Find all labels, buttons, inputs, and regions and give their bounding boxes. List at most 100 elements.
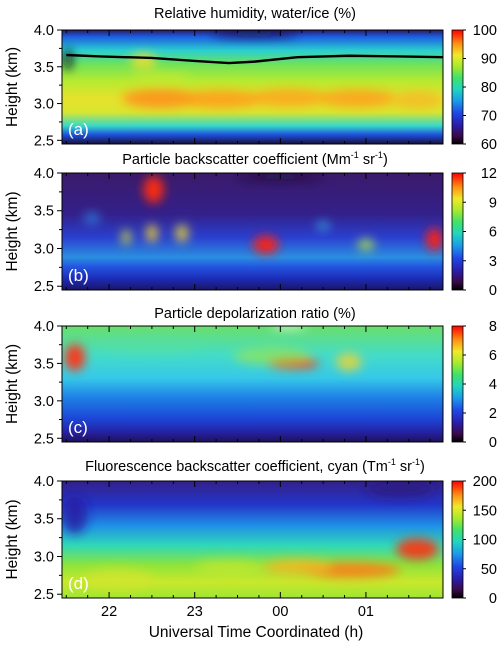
heatmap-feature <box>83 212 101 225</box>
colorbar-tick-label: 60 <box>481 137 497 153</box>
heatmap-feature <box>121 88 199 108</box>
heatmap-feature <box>252 235 279 254</box>
panel-tag: (b) <box>68 266 89 285</box>
heatmap-field <box>62 30 443 144</box>
panel-c: Particle depolarization ratio (%) (c) 2.5 3… <box>4 306 497 451</box>
heatmap-background <box>62 173 443 290</box>
panel-title: Relative humidity, water/ice (%) <box>154 6 356 22</box>
plot-frame <box>61 29 444 145</box>
x-axis-label: Universal Time Coordinated (h) <box>149 624 364 641</box>
y-tick-label: 4.0 <box>34 166 54 182</box>
colorbar-tick-label: 6 <box>489 225 497 241</box>
y-tick-label: 3.5 <box>34 60 54 76</box>
panel-title: Particle backscatter coefficient (Mm-1 s… <box>122 150 388 168</box>
colorbar-tick-label: 6 <box>489 348 497 364</box>
colorbar-tick-label: 3 <box>489 254 497 270</box>
heatmap-feature <box>365 481 435 498</box>
heatmap-feature <box>395 538 439 560</box>
y-tick-label: 3.5 <box>34 204 54 220</box>
colorbar-tick-label: 2 <box>489 406 497 422</box>
colorbar-tick-label: 150 <box>473 503 497 519</box>
heatmap-feature <box>62 496 88 534</box>
y-axis-label: Height (km) <box>4 191 21 271</box>
y-tick-label: 2.5 <box>34 431 54 447</box>
colorbar-tick-label: 4 <box>489 377 497 393</box>
heatmap-feature <box>250 88 328 107</box>
heatmap-feature <box>121 229 132 245</box>
heatmap-feature <box>130 72 191 83</box>
heatmap-background <box>62 30 443 144</box>
heatmap-feature <box>316 221 330 231</box>
panel-tag: (a) <box>68 120 89 139</box>
heatmap-feature <box>175 224 189 243</box>
y-tick-label: 3.0 <box>34 549 54 565</box>
plot-frame <box>61 325 444 443</box>
heatmap-feature <box>177 90 264 108</box>
x-tick-label: 23 <box>187 604 203 620</box>
panel-tag: (c) <box>68 418 88 437</box>
y-axis-label: Height (km) <box>4 47 21 127</box>
y-tick-label: 3.5 <box>34 356 54 372</box>
colorbar-tick-label: 200 <box>473 474 497 490</box>
panel-title: Fluorescence backscatter coefficient, cy… <box>85 457 425 475</box>
heatmap-feature <box>145 224 158 243</box>
colorbar <box>451 480 464 599</box>
panel-a: Relative humidity, water/ice (%) (a) 2.5 3.… <box>4 6 497 153</box>
heatmap-feature <box>63 48 73 71</box>
heatmap-feature <box>211 30 298 38</box>
panel-d: Fluorescence backscatter coefficient, cy… <box>4 457 497 607</box>
x-tick-label: 01 <box>358 604 374 620</box>
y-tick-label: 2.5 <box>34 133 54 149</box>
heatmap-feature <box>83 567 152 591</box>
y-tick-label: 4.0 <box>34 23 54 39</box>
y-tick-label: 3.0 <box>34 394 54 410</box>
y-tick-label: 3.5 <box>34 512 54 528</box>
heatmap-feature <box>318 89 396 108</box>
y-axis-label: Height (km) <box>4 499 21 579</box>
heatmap-feature <box>233 346 311 365</box>
x-tick-label: 22 <box>101 604 117 620</box>
colorbar-tick-label: 9 <box>489 195 497 211</box>
heatmap-feature <box>425 228 443 251</box>
colorbar-tick-label: 80 <box>481 80 497 96</box>
heatmap-feature <box>100 335 204 354</box>
colorbar-tick-label: 100 <box>473 533 497 549</box>
heatmap-feature <box>263 559 332 575</box>
y-tick-label: 3.0 <box>34 97 54 113</box>
y-axis-label: Height (km) <box>4 344 21 424</box>
ice-saturation-line <box>66 53 443 65</box>
plot-frame <box>61 172 444 291</box>
colorbar-tick-label: 90 <box>481 52 497 68</box>
panel-title: Particle depolarization ratio (%) <box>154 306 355 322</box>
y-tick-label: 4.0 <box>34 474 54 490</box>
colorbar-tick-label: 0 <box>489 283 497 299</box>
heatmap-feature <box>130 53 157 69</box>
heatmap-field <box>62 481 443 598</box>
heatmap-feature <box>143 176 164 204</box>
heatmap-field <box>62 326 443 442</box>
heatmap-feature <box>64 343 86 371</box>
plot-frame <box>61 480 444 599</box>
panel-tag: (d) <box>68 574 89 593</box>
x-tick-label: 00 <box>272 604 288 620</box>
y-tick-label: 2.5 <box>34 587 54 603</box>
y-tick-label: 4.0 <box>34 319 54 335</box>
colorbar <box>451 172 464 291</box>
colorbar <box>451 29 464 145</box>
y-tick-label: 3.0 <box>34 241 54 257</box>
heatmap-feature <box>391 91 443 109</box>
heatmap-feature <box>335 352 362 371</box>
panel-b: Particle backscatter coefficient (Mm-1 s… <box>4 150 497 299</box>
colorbar-tick-label: 70 <box>481 109 497 125</box>
heatmap-field <box>62 173 443 290</box>
colorbar-tick-label: 0 <box>489 591 497 607</box>
colorbar-tick-label: 8 <box>489 319 497 335</box>
y-tick-label: 2.5 <box>34 279 54 295</box>
colorbar-tick-label: 100 <box>473 23 497 39</box>
colorbar-tick-label: 50 <box>481 562 497 578</box>
colorbar-tick-label: 0 <box>489 435 497 451</box>
colorbar-tick-label: 12 <box>481 166 497 182</box>
colorbar <box>451 325 464 443</box>
heatmap-feature <box>357 238 375 251</box>
